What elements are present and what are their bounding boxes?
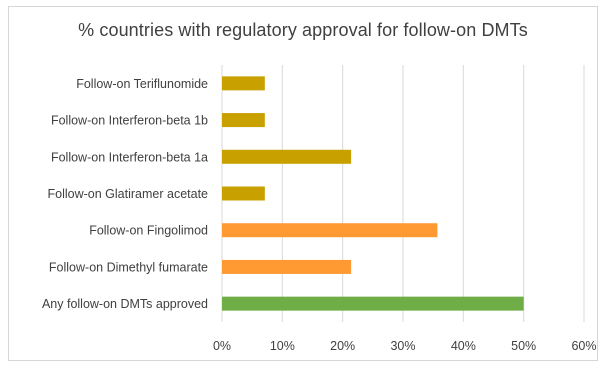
x-tick-label-0: 0% (213, 339, 231, 353)
x-tick-label-3: 30% (390, 339, 415, 353)
bar-6 (222, 296, 524, 311)
category-label-2: Follow-on Interferon-beta 1a (51, 150, 208, 164)
chart-title: % countries with regulatory approval for… (78, 20, 528, 40)
category-label-0: Follow-on Teriflunomide (76, 77, 208, 91)
bar-4 (222, 223, 438, 238)
x-tick-labels: 0% 10% 20% 30% 40% 50% 60% (213, 339, 597, 353)
bars (222, 76, 524, 311)
x-tick-label-1: 10% (270, 339, 295, 353)
x-tick-label-6: 60% (571, 339, 596, 353)
category-label-4: Follow-on Fingolimod (89, 224, 208, 238)
category-label-3: Follow-on Glatiramer acetate (48, 187, 209, 201)
bar-2 (222, 149, 352, 164)
bar-0 (222, 76, 265, 91)
gridlines (221, 65, 585, 322)
x-tick-label-2: 20% (330, 339, 355, 353)
category-labels: Follow-on Teriflunomide Follow-on Interfe… (42, 77, 208, 311)
category-label-1: Follow-on Interferon-beta 1b (51, 114, 208, 128)
category-label-6: Any follow-on DMTs approved (42, 297, 208, 311)
category-label-5: Follow-on Dimethyl fumarate (49, 260, 208, 274)
bar-5 (222, 259, 352, 274)
bar-1 (222, 113, 265, 128)
x-tick-label-5: 50% (511, 339, 536, 353)
x-tick-label-4: 40% (451, 339, 476, 353)
bar-3 (222, 186, 265, 201)
